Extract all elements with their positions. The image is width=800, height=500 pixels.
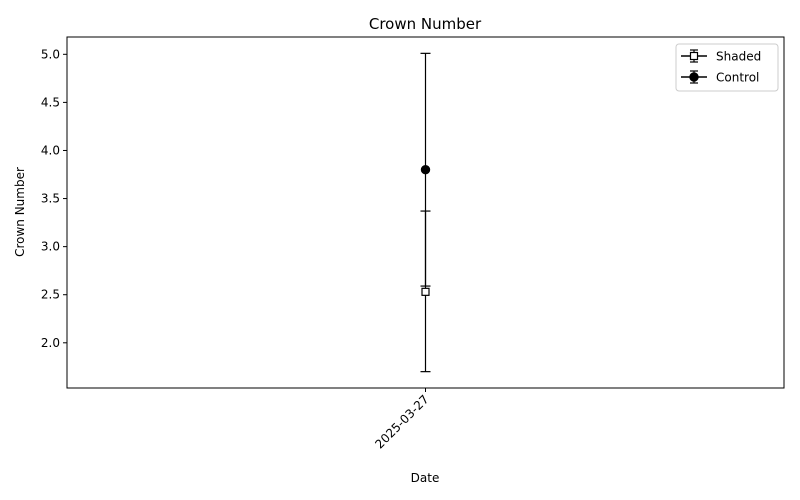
chart-title: Crown Number [369,15,482,33]
y-tick-label: 4.5 [41,95,60,109]
y-axis: 2.0 2.5 3.0 3.5 4.0 4.5 5.0 [41,47,67,350]
point-control [420,165,431,175]
y-tick-label: 2.0 [41,336,60,350]
legend-label: Control [716,71,759,85]
legend-marker-circle [689,72,699,82]
x-axis-label: Date [411,471,440,485]
y-tick-label: 3.0 [41,240,60,254]
y-tick-label: 2.5 [41,288,60,302]
y-tick-label: 5.0 [41,47,60,61]
data-marks [420,52,431,373]
y-axis-label: Crown Number [13,167,27,257]
y-tick-label: 4.0 [41,143,60,157]
legend-marker-square [689,51,699,61]
point-shaded [421,287,430,296]
legend-label: Shaded [716,50,761,64]
legend: Shaded Control [675,43,779,92]
y-tick-label: 3.5 [41,192,60,206]
